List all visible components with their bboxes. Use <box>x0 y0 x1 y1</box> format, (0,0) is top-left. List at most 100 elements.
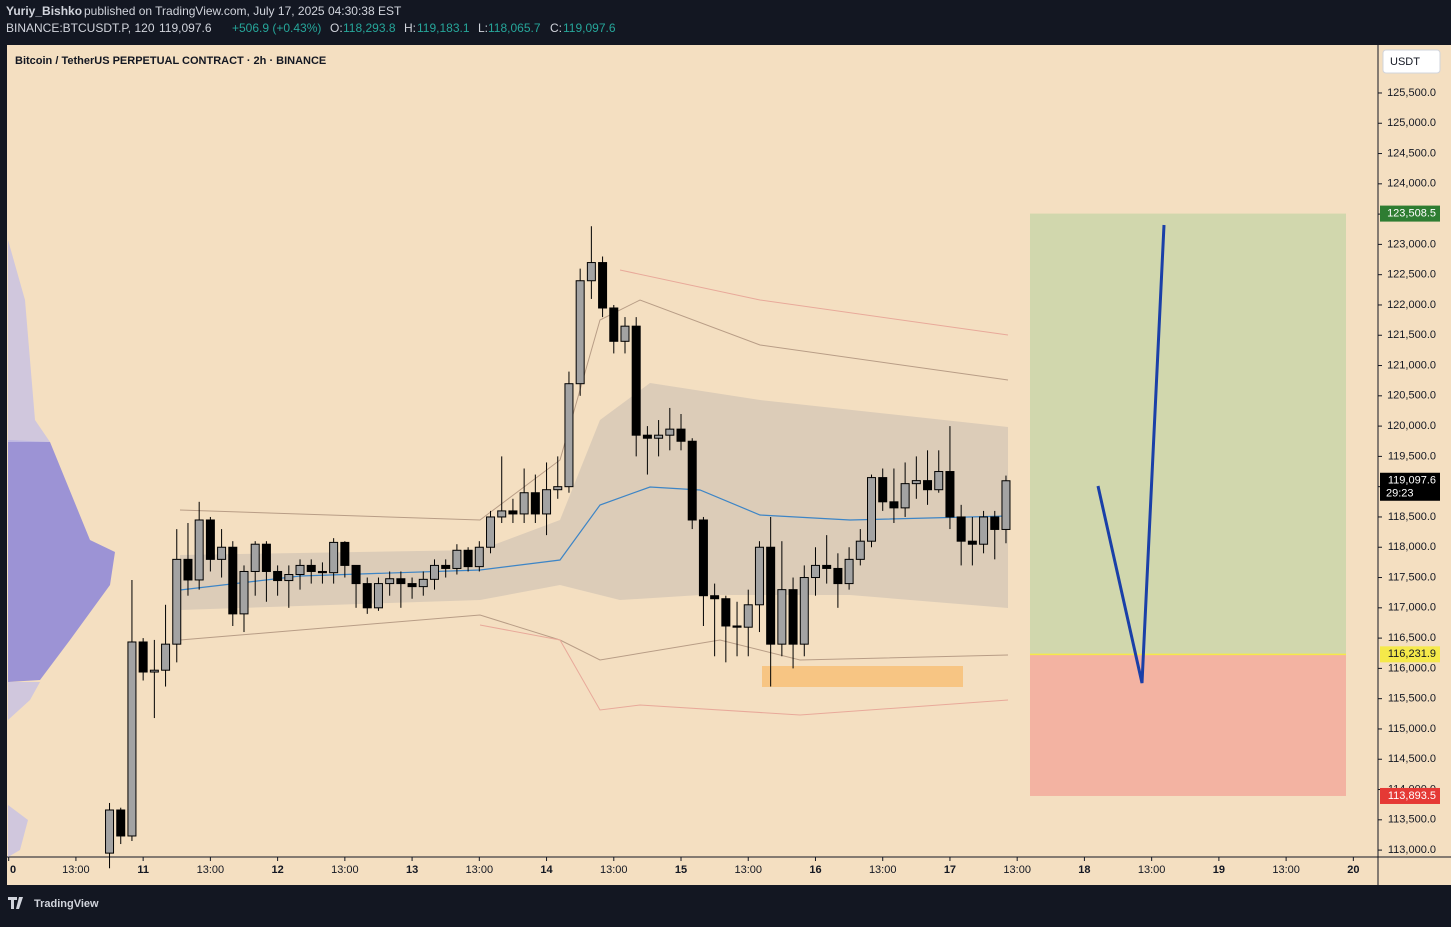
logo: TradingView <box>34 898 99 910</box>
h-value: 119,183.1 <box>417 21 470 35</box>
candle-body <box>250 543 260 572</box>
candle-body <box>362 583 372 609</box>
y-tick-label: 114,500.0 <box>1388 753 1436 765</box>
candle-body <box>542 489 552 515</box>
candle-body <box>654 434 664 439</box>
candle-body <box>452 549 462 569</box>
loss-zone <box>1030 654 1346 796</box>
y-tick-label: 122,000.0 <box>1387 299 1436 311</box>
y-tick-label: 120,500.0 <box>1387 390 1436 402</box>
candle-body <box>732 625 742 628</box>
candle-body <box>172 558 182 645</box>
x-tick-label: 16 <box>809 864 821 876</box>
candle-body <box>967 540 977 545</box>
candle-body <box>530 492 540 515</box>
candle-body <box>127 641 137 837</box>
y-tick-label: 122,500.0 <box>1387 269 1436 281</box>
x-tick-label: 0 <box>10 864 16 876</box>
candle-body <box>183 558 193 581</box>
candle-body <box>810 564 820 579</box>
h-label: H: <box>404 21 416 35</box>
symbol: BINANCE:BTCUSDT.P, 120 <box>6 21 155 35</box>
candle-body <box>407 583 417 588</box>
band-line <box>179 614 1009 661</box>
y-tick-label: 116,500.0 <box>1388 632 1436 644</box>
candle-body <box>642 434 652 439</box>
candle-body <box>194 519 204 581</box>
y-tick-label: 125,000.0 <box>1387 117 1436 129</box>
y-tick-label: 121,000.0 <box>1387 359 1436 371</box>
candle-body <box>463 549 473 568</box>
y-tick-label: 120,000.0 <box>1387 420 1436 432</box>
candle-body <box>867 477 877 542</box>
candle-body <box>620 325 630 342</box>
candle-body <box>508 510 518 515</box>
l-value: 118,065.7 <box>488 21 541 35</box>
y-tick-label: 118,500.0 <box>1388 511 1436 523</box>
currency[interactable]: USDT <box>1390 56 1420 68</box>
x-tick-label: 13:00 <box>1272 864 1300 876</box>
candle-body <box>228 546 238 615</box>
candle-body <box>609 307 619 342</box>
countdown: 29:23 <box>1386 488 1414 500</box>
x-tick-label: 12 <box>271 864 283 876</box>
y-tick-label: 119,500.0 <box>1388 450 1436 462</box>
x-tick-label: 19 <box>1213 864 1225 876</box>
x-tick-label: 15 <box>675 864 687 876</box>
candles <box>105 226 1011 869</box>
currency-button[interactable] <box>1382 49 1441 74</box>
x-tick-label: 13:00 <box>1138 864 1166 876</box>
y-tick-label: 117,500.0 <box>1388 571 1436 583</box>
x-tick-label: 18 <box>1078 864 1090 876</box>
price-axis-background <box>1378 45 1451 885</box>
candle-body <box>295 564 305 576</box>
x-tick-label: 13:00 <box>197 864 225 876</box>
price-label-box <box>1380 787 1440 804</box>
candle-body <box>698 519 708 597</box>
candle-body <box>273 570 283 582</box>
x-tick-label: 13:00 <box>62 864 90 876</box>
candle-body <box>923 480 933 491</box>
y-tick-label: 115,000.0 <box>1388 723 1436 735</box>
candle-body <box>351 564 361 585</box>
c-value: 119,097.6 <box>563 21 616 35</box>
o-value: 118,293.8 <box>343 21 396 35</box>
candle-body <box>743 604 753 628</box>
band-line <box>479 624 1009 716</box>
candle-body <box>979 516 989 545</box>
y-tick-label: 117,000.0 <box>1388 602 1436 614</box>
candle-body <box>385 578 395 585</box>
candle-body <box>239 570 249 615</box>
candle-body <box>665 428 675 436</box>
candle-body <box>911 480 921 485</box>
candle-body <box>441 564 451 569</box>
candle-body <box>396 578 406 585</box>
logo-icon <box>8 897 23 909</box>
candle-body <box>934 471 944 491</box>
x-tick-label: 13:00 <box>869 864 897 876</box>
c-label: C: <box>550 21 562 35</box>
candle-body <box>878 477 888 503</box>
candle-body <box>586 262 596 282</box>
candle-body <box>721 598 731 627</box>
projection-drawing <box>1096 224 1166 684</box>
candle-body <box>766 546 776 645</box>
x-tick-label: 13:00 <box>466 864 494 876</box>
candle-body <box>631 325 641 436</box>
candle-body <box>329 541 339 574</box>
y-tick-label: 113,500.0 <box>1388 814 1436 826</box>
candle-body <box>161 643 171 671</box>
candle-body <box>799 577 809 645</box>
candle-body <box>105 809 115 854</box>
candle-body <box>284 574 294 582</box>
candle-body <box>373 583 383 609</box>
x-tick-label: 11 <box>137 864 149 876</box>
last-price-box <box>1380 472 1440 501</box>
candle-body <box>754 546 764 606</box>
candle-body <box>788 589 798 645</box>
price-label: 113,893.5 <box>1388 790 1436 802</box>
candle-body <box>900 483 910 509</box>
candle-body <box>990 516 1000 530</box>
